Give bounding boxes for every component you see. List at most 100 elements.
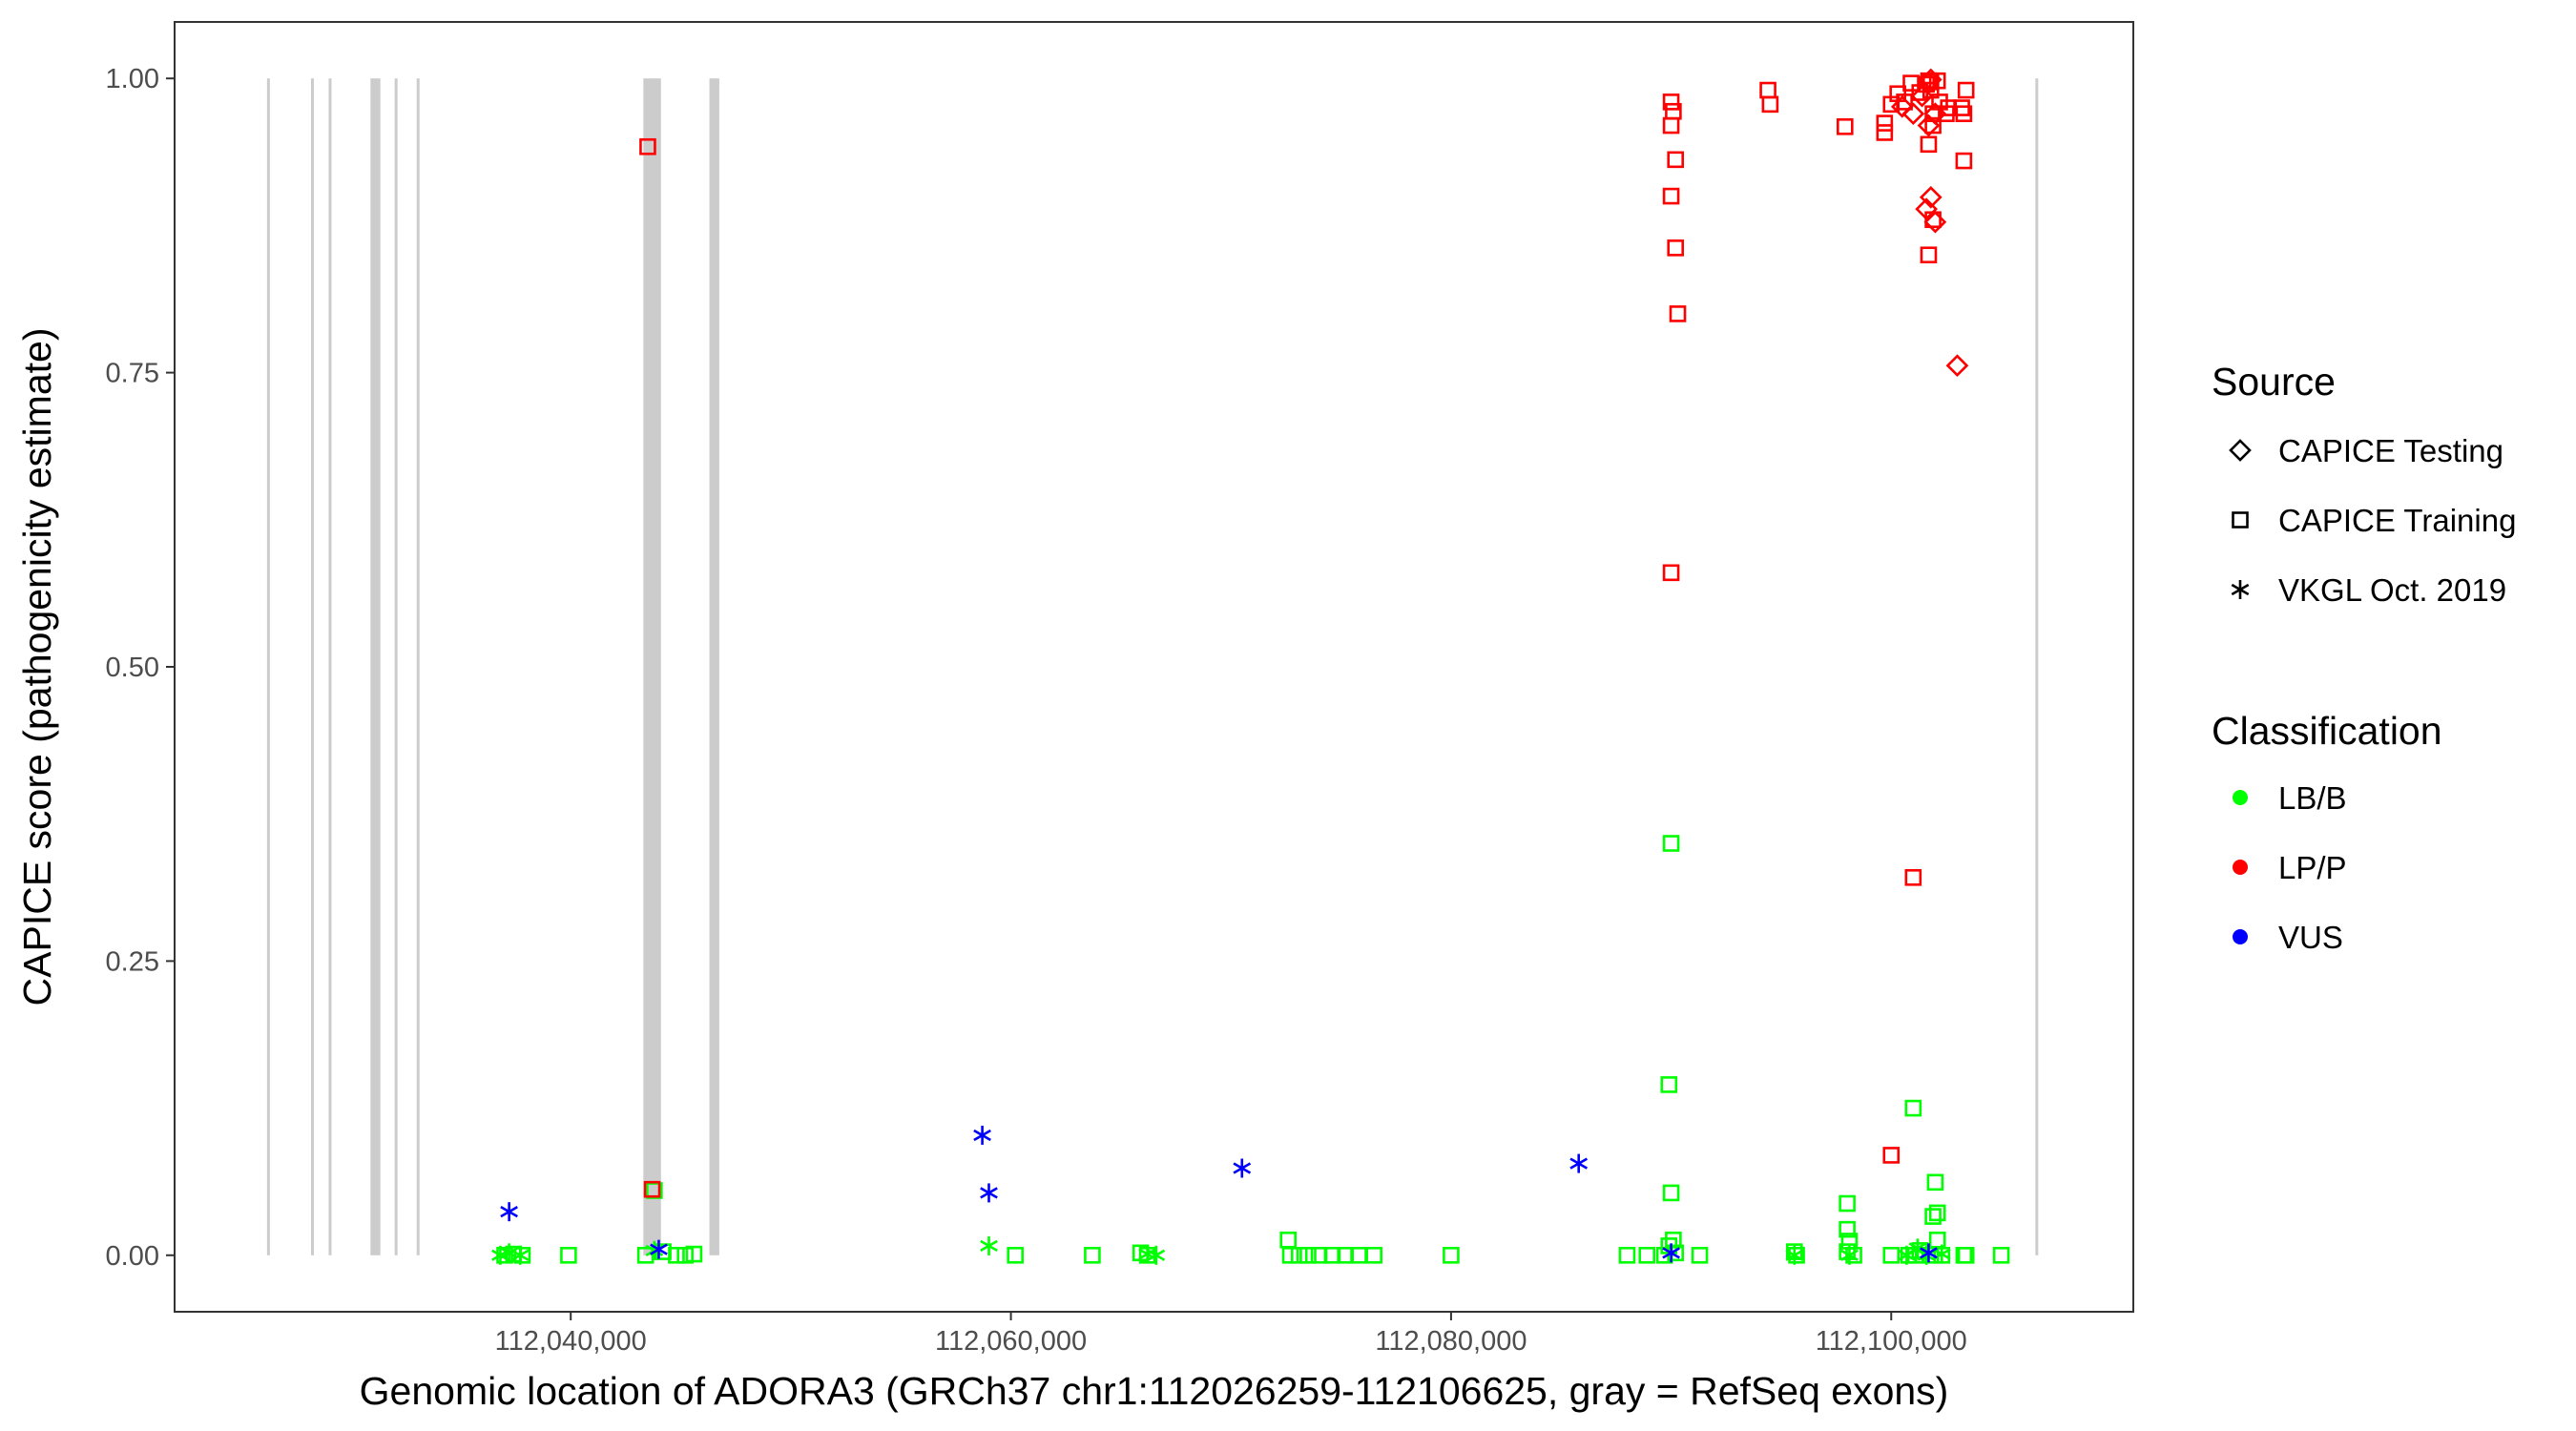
legend-source-label: CAPICE Testing bbox=[2278, 433, 2503, 468]
data-point bbox=[1953, 99, 1970, 116]
legend-diamond-key bbox=[2229, 439, 2252, 462]
legend-classification-label: VUS bbox=[2278, 920, 2343, 955]
data-point bbox=[639, 137, 656, 156]
data-point bbox=[1667, 151, 1684, 169]
exon-band bbox=[311, 78, 315, 1255]
data-point bbox=[1837, 117, 1854, 135]
data-point bbox=[1876, 114, 1894, 132]
legend-classification-label: LB/B bbox=[2278, 780, 2347, 816]
data-point bbox=[1923, 210, 1947, 234]
data-point bbox=[1691, 1246, 1709, 1264]
exon-band bbox=[709, 78, 719, 1255]
data-point bbox=[1638, 1246, 1656, 1264]
legend-color-dot bbox=[2233, 860, 2248, 875]
data-point bbox=[1924, 116, 1942, 135]
data-point bbox=[500, 1243, 518, 1263]
data-point bbox=[1662, 1184, 1680, 1202]
data-point bbox=[1924, 1208, 1942, 1225]
data-point bbox=[668, 1246, 685, 1264]
data-point bbox=[1928, 72, 1946, 90]
data-point bbox=[1915, 197, 1939, 220]
data-point bbox=[1890, 94, 1914, 118]
legend-source-title: Source bbox=[2212, 360, 2336, 404]
data-point bbox=[500, 1202, 518, 1222]
legend-square-key bbox=[2232, 511, 2249, 529]
data-point bbox=[1662, 835, 1680, 852]
data-point bbox=[1662, 187, 1680, 205]
data-point bbox=[1908, 1238, 1927, 1258]
y-axis-title: CAPICE score (pathogenicity estimate) bbox=[15, 328, 59, 1006]
data-point bbox=[510, 1245, 530, 1265]
data-point bbox=[1955, 105, 1973, 123]
y-tick-label: 0.50 bbox=[106, 653, 159, 683]
legend-source-label: VKGL Oct. 2019 bbox=[2278, 572, 2506, 608]
data-point bbox=[1839, 1220, 1856, 1238]
legend-asterisk-key bbox=[2231, 580, 2250, 599]
data-point bbox=[1839, 1194, 1856, 1213]
x-tick-label: 112,040,000 bbox=[495, 1326, 647, 1357]
legend-color-dot bbox=[2233, 929, 2248, 944]
y-tick-label: 0.25 bbox=[106, 946, 159, 977]
data-point bbox=[1926, 1173, 1944, 1192]
data-point bbox=[560, 1246, 577, 1264]
data-point bbox=[1669, 305, 1687, 322]
data-point bbox=[685, 1245, 703, 1263]
legend-source-label: CAPICE Training bbox=[2278, 503, 2516, 538]
y-tick-label: 0.75 bbox=[106, 359, 159, 389]
data-points bbox=[491, 68, 2010, 1265]
data-point bbox=[1919, 68, 1942, 92]
data-point bbox=[1365, 1246, 1382, 1264]
legend-color-dot bbox=[2233, 790, 2248, 805]
exon-bands bbox=[266, 78, 2039, 1255]
data-point bbox=[973, 1125, 991, 1145]
x-tick-label: 112,080,000 bbox=[1375, 1326, 1527, 1357]
data-point bbox=[1667, 239, 1684, 257]
series-asterisk-vus bbox=[500, 1125, 1938, 1263]
data-point bbox=[1904, 1099, 1922, 1117]
data-point bbox=[636, 1246, 654, 1264]
data-point bbox=[643, 1180, 661, 1198]
data-point bbox=[1569, 1153, 1589, 1173]
data-point bbox=[1662, 93, 1680, 111]
data-point bbox=[1882, 1147, 1901, 1164]
exon-band bbox=[328, 78, 332, 1255]
data-point bbox=[1443, 1246, 1460, 1264]
data-point bbox=[1290, 1246, 1308, 1264]
data-point bbox=[1904, 869, 1922, 886]
data-point bbox=[1281, 1246, 1299, 1264]
exon-band bbox=[643, 78, 661, 1255]
data-point bbox=[1882, 1246, 1901, 1264]
data-point bbox=[676, 1246, 694, 1264]
data-point bbox=[1761, 95, 1779, 114]
exon-band bbox=[266, 78, 270, 1255]
data-point bbox=[1785, 1245, 1804, 1265]
data-point bbox=[1233, 1158, 1252, 1178]
x-tick-label: 112,100,000 bbox=[1816, 1326, 1967, 1357]
data-point bbox=[1662, 116, 1680, 135]
data-point bbox=[1957, 81, 1975, 99]
y-tick-label: 1.00 bbox=[106, 64, 159, 94]
legend: Source CAPICE Testing CAPICE Training VKGL … bbox=[2212, 360, 2516, 955]
data-point bbox=[1840, 1245, 1859, 1265]
data-point bbox=[980, 1183, 998, 1203]
data-point bbox=[1299, 1246, 1317, 1264]
data-point bbox=[1084, 1246, 1101, 1264]
data-point bbox=[1618, 1246, 1636, 1264]
series-diamond-lp-p bbox=[1890, 68, 1969, 378]
y-tick-label: 0.00 bbox=[106, 1241, 159, 1272]
data-point bbox=[1845, 1246, 1862, 1264]
data-point bbox=[1945, 354, 1969, 378]
data-point bbox=[1147, 1245, 1166, 1265]
data-point bbox=[650, 1239, 668, 1259]
data-point bbox=[980, 1235, 998, 1255]
legend-classification-label: LP/P bbox=[2278, 850, 2347, 885]
data-point bbox=[1665, 1231, 1682, 1249]
data-point bbox=[1920, 135, 1938, 154]
data-point bbox=[1662, 564, 1680, 582]
data-point bbox=[1662, 1243, 1680, 1263]
legend-classification-title: Classification bbox=[2212, 709, 2442, 753]
data-point bbox=[1788, 1246, 1805, 1264]
data-point bbox=[1920, 246, 1938, 264]
